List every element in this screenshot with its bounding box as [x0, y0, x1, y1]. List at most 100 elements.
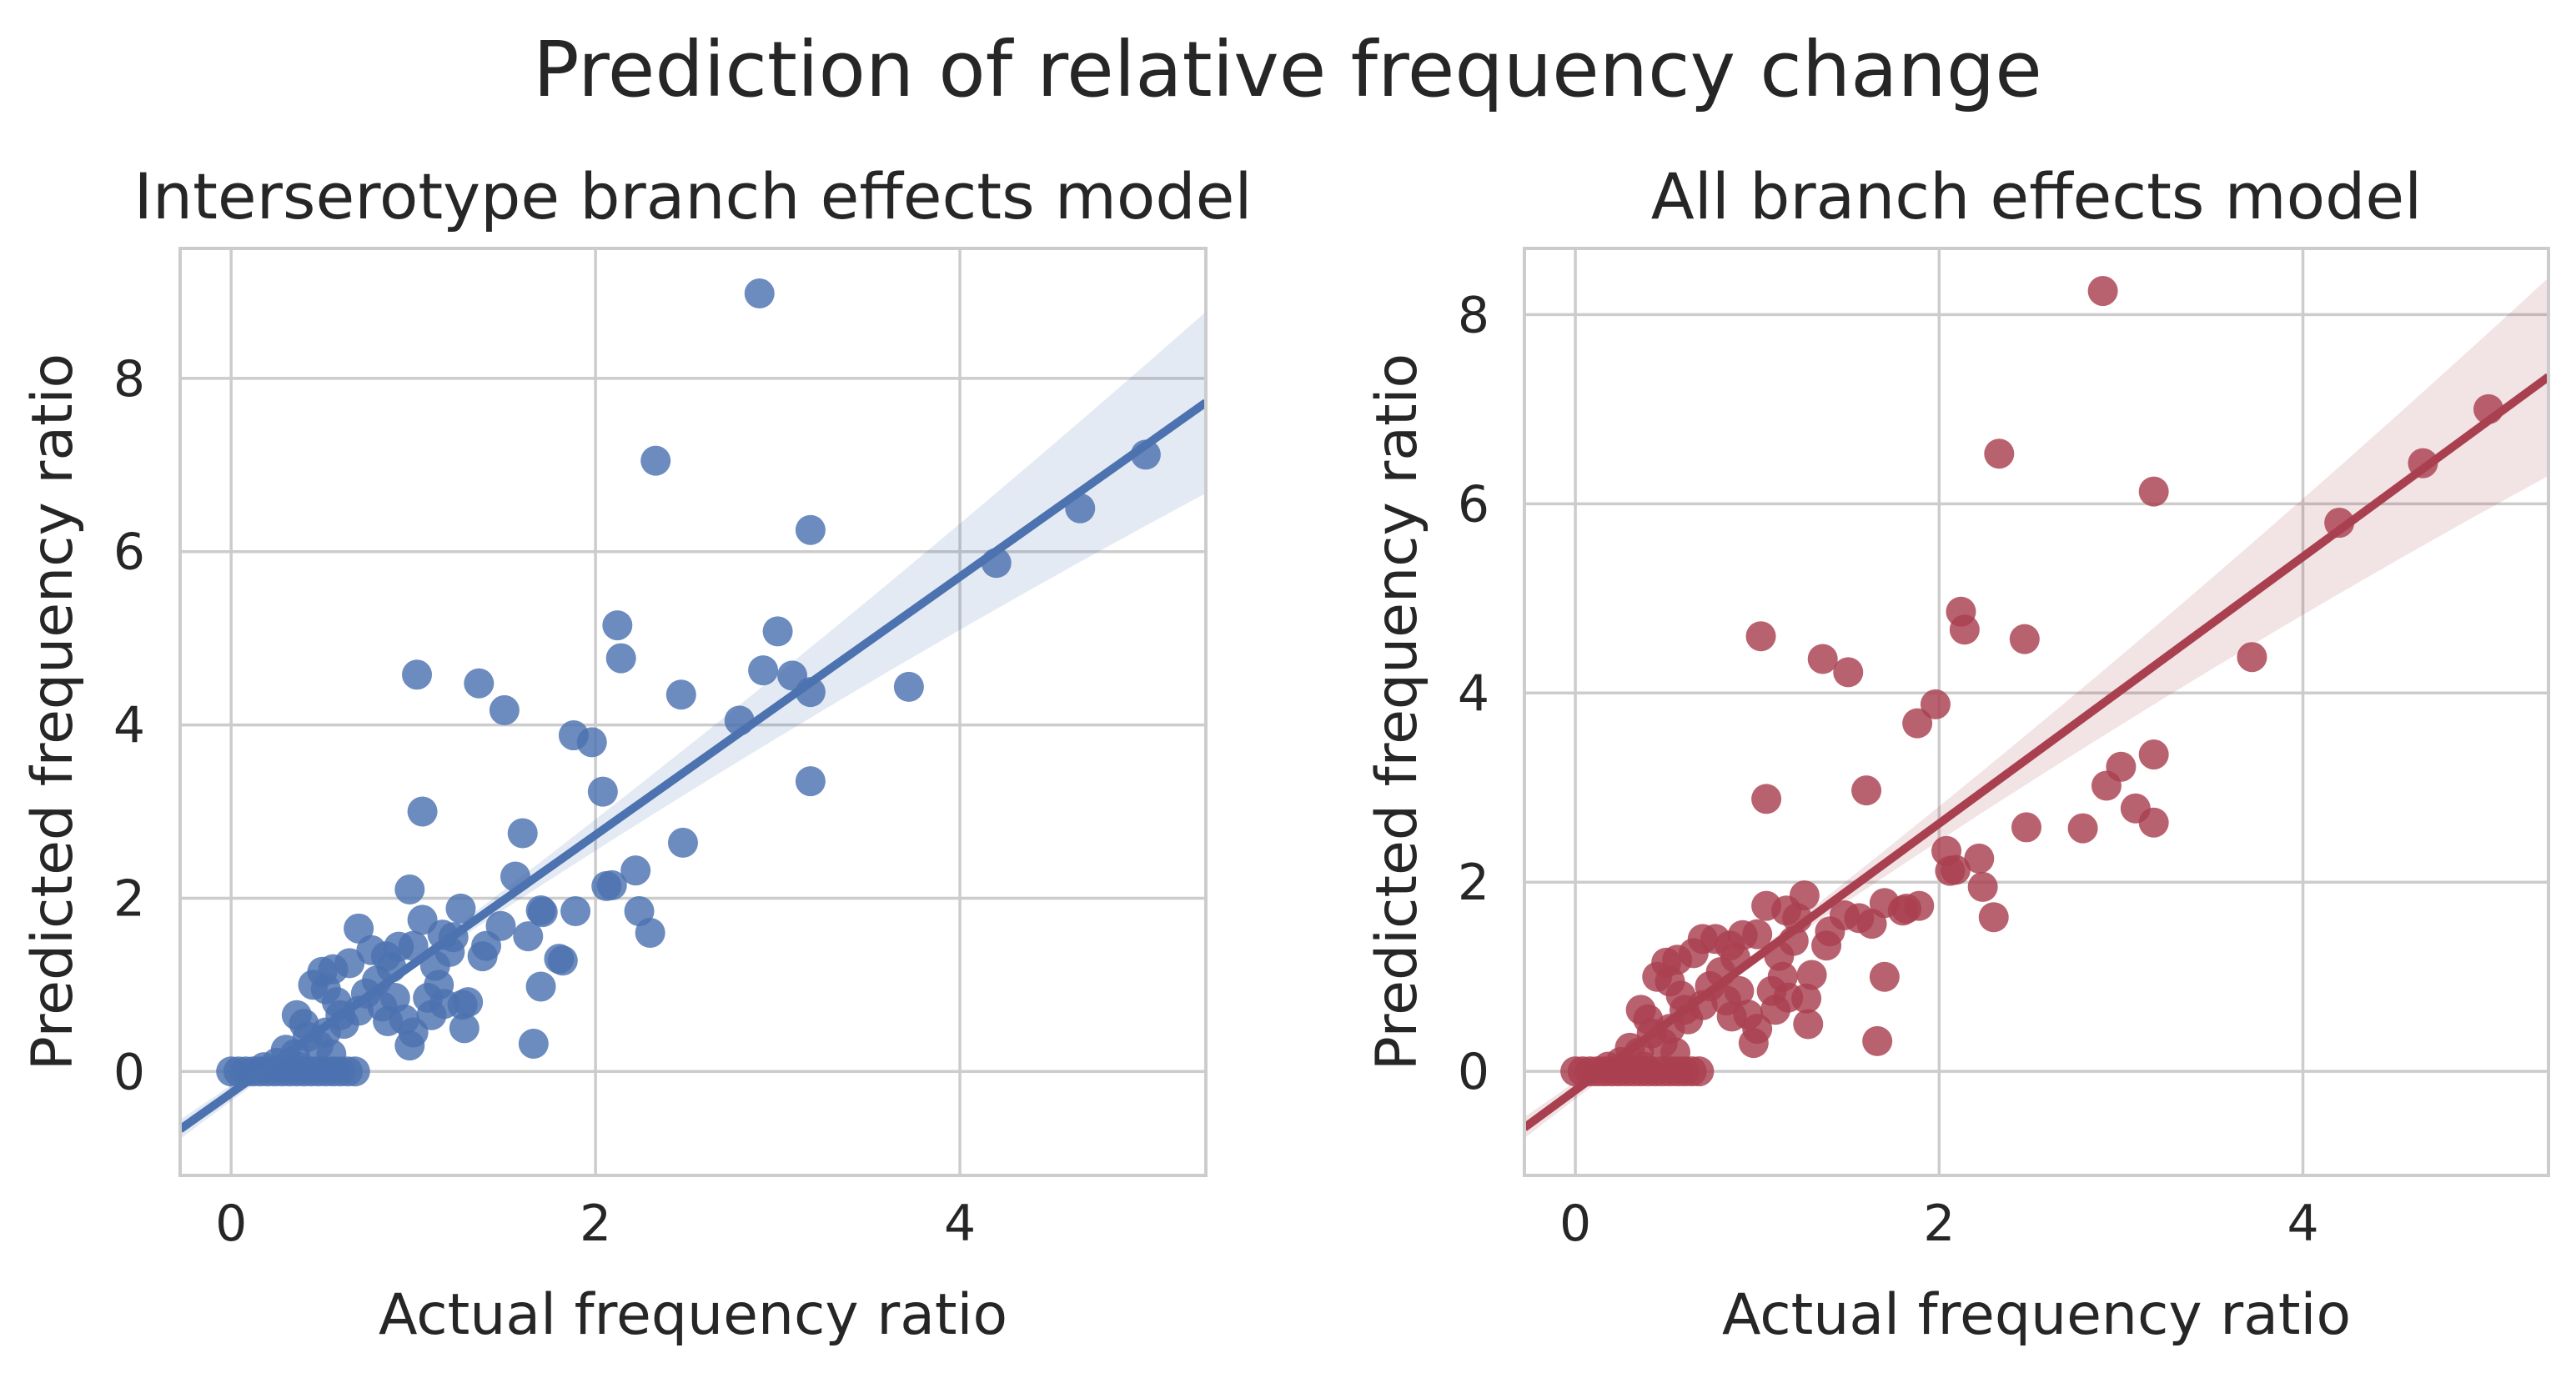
plot-area: [1524, 276, 2548, 1139]
data-point: [453, 987, 484, 1018]
x-tick-label: 0: [215, 1195, 247, 1253]
data-point: [744, 278, 775, 309]
axes-frame: [178, 247, 1208, 1177]
panel-title: All branch effects model: [1651, 159, 2423, 233]
data-point: [1807, 644, 1838, 674]
data-point: [1851, 775, 1882, 806]
data-point: [1920, 689, 1951, 719]
data-point: [449, 1013, 480, 1044]
data-point: [356, 935, 387, 965]
data-point: [507, 818, 538, 849]
data-point: [464, 668, 495, 699]
data-point: [2324, 508, 2355, 539]
x-axis-label: Actual frequency ratio: [379, 1282, 1007, 1348]
y-tick-label: 8: [1458, 286, 1489, 344]
y-tick-label: 2: [1458, 854, 1489, 912]
data-point: [1811, 930, 1842, 961]
data-point: [1724, 975, 1755, 1006]
data-point: [1791, 983, 1822, 1014]
y-tick-label: 4: [1458, 664, 1489, 723]
data-point: [1833, 657, 1864, 688]
x-axis-label: Actual frequency ratio: [1722, 1282, 2351, 1348]
data-point: [667, 827, 698, 858]
data-point: [2011, 812, 2042, 843]
data-point: [407, 796, 438, 827]
axes-frame: [1523, 247, 2550, 1177]
data-point: [893, 671, 924, 702]
data-point: [489, 694, 520, 725]
panel-title: Interserotype branch effects model: [134, 159, 1253, 233]
figure-title: Prediction of relative frequency change: [533, 25, 2042, 114]
data-point: [1869, 961, 1900, 992]
data-point: [527, 897, 558, 928]
x-tick-label: 0: [1559, 1195, 1591, 1253]
y-tick-label: 2: [113, 869, 145, 928]
data-point: [587, 776, 618, 807]
data-point: [2138, 476, 2169, 507]
y-tick-label: 8: [113, 350, 145, 408]
data-point: [402, 659, 433, 690]
data-point: [762, 616, 793, 647]
data-point: [1751, 784, 1782, 814]
data-point: [1940, 854, 1971, 885]
data-point: [1978, 902, 2009, 933]
y-tick-label: 0: [1458, 1043, 1489, 1101]
x-tick-label: 4: [944, 1195, 976, 1253]
left-scatter-panel: 0 2 4 0 2 4 6 8 Interserotype branch effects mod…: [20, 159, 1252, 1348]
y-tick-label: 4: [113, 697, 145, 755]
y-tick-label: 6: [113, 524, 145, 582]
data-point: [2138, 807, 2169, 838]
data-point: [2237, 642, 2267, 673]
y-tick-label: 0: [113, 1043, 145, 1101]
data-point: [467, 941, 498, 972]
data-point: [394, 874, 425, 905]
data-point: [1793, 1009, 1824, 1040]
data-point: [525, 971, 556, 1002]
data-point: [596, 869, 627, 900]
data-point: [2087, 276, 2118, 307]
x-tick-label: 4: [2287, 1195, 2318, 1253]
data-point: [547, 945, 578, 976]
x-tick-label: 2: [580, 1195, 611, 1253]
data-point: [1684, 1056, 1715, 1087]
data-point: [620, 855, 651, 886]
data-point: [344, 913, 374, 944]
x-tick-label: 2: [1923, 1195, 1955, 1253]
data-point: [576, 727, 607, 758]
data-point: [1949, 614, 1980, 645]
data-point: [560, 896, 591, 927]
data-point: [1984, 438, 2015, 469]
data-point: [1796, 960, 1827, 990]
data-point: [518, 1029, 549, 1060]
data-point: [2009, 624, 2040, 654]
data-point: [1745, 621, 1776, 652]
y-tick-label: 6: [1458, 475, 1489, 534]
regression-line: [180, 398, 1206, 1133]
data-point: [2067, 813, 2098, 844]
data-point: [2138, 739, 2169, 770]
data-point: [665, 679, 696, 710]
data-point: [640, 445, 671, 476]
data-point: [602, 610, 633, 641]
data-point: [1891, 894, 1922, 925]
data-point: [1700, 924, 1731, 955]
data-point: [1967, 871, 1998, 902]
data-point: [635, 918, 665, 949]
data-point: [748, 655, 779, 686]
right-scatter-panel: 0 2 4 0 2 4 6 8 All branch effects model Actual f…: [1364, 159, 2550, 1348]
data-point: [795, 514, 826, 545]
data-point: [1742, 1014, 1773, 1045]
data-point: [605, 643, 636, 674]
data-point: [1856, 909, 1887, 940]
regression-line: [1524, 373, 2548, 1131]
data-point: [795, 766, 826, 797]
data-point: [339, 1056, 370, 1087]
data-point: [2091, 770, 2122, 801]
data-point: [513, 921, 544, 952]
plot-area: [180, 278, 1206, 1140]
y-axis-label: Predicted frequency ratio: [1364, 353, 1430, 1070]
data-point: [445, 893, 476, 924]
data-point: [1964, 843, 1995, 874]
